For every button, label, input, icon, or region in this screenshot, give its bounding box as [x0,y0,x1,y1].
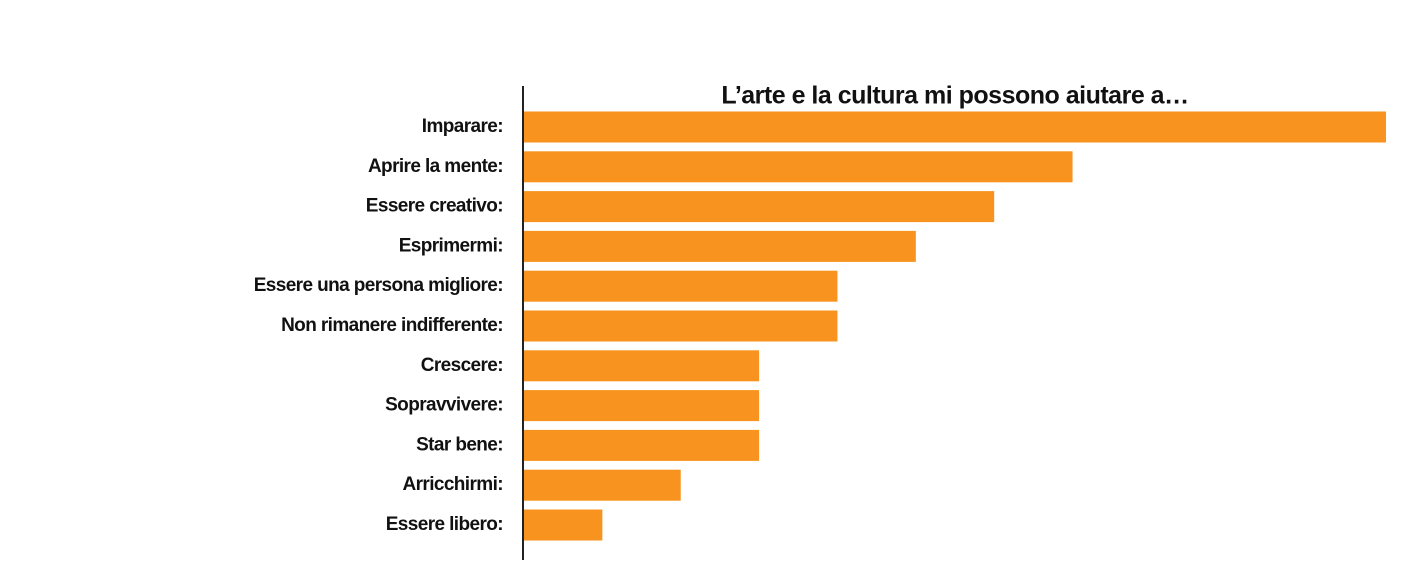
category-label: Imparare: [422,116,503,137]
category-label: Aprire la mente: [368,156,503,177]
category-label: Crescere: [421,355,503,376]
category-label: Essere creativo: [366,196,503,217]
bar [524,270,838,302]
category-label: Esprimermi: [399,235,503,256]
bar [524,310,838,342]
bar [524,191,995,223]
bar [524,350,760,382]
bar [524,469,681,501]
category-label: Essere libero: [386,514,503,535]
bar [524,111,1386,143]
bar [524,429,760,461]
category-label: Non rimanere indifferente: [281,315,503,336]
category-label: Essere una persona migliore: [254,275,503,296]
bar [524,151,1073,183]
category-label: Arricchirmi: [402,474,503,495]
bar [524,390,760,422]
category-label: Sopravvivere: [385,395,503,416]
chart-title: L’arte e la cultura mi possono aiutare a… [721,82,1188,110]
bar [524,509,603,541]
bar [524,230,916,262]
category-label: Star bene: [416,434,503,455]
